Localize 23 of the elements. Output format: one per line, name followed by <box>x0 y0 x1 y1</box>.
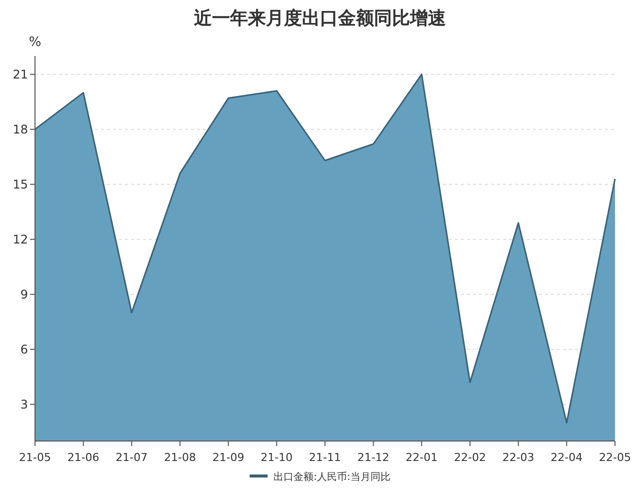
x-tick-label: 21-08 <box>164 451 196 464</box>
x-tick-label: 21-06 <box>67 451 100 464</box>
legend-label: 出口金额:人民币:当月同比 <box>274 471 390 483</box>
x-tick-label: 21-11 <box>309 451 341 464</box>
y-tick-label: 3 <box>20 397 28 412</box>
y-tick-label: 15 <box>12 177 28 192</box>
x-tick-label: 21-12 <box>357 451 390 464</box>
y-tick-label: 6 <box>20 342 28 356</box>
y-tick-label: 18 <box>12 122 28 136</box>
x-tick-label: 21-05 <box>19 451 51 464</box>
y-axis-title: % <box>28 35 42 50</box>
x-tick-label: 22-01 <box>406 451 438 464</box>
x-tick-label: 21-07 <box>116 451 148 464</box>
x-tick-label: 22-02 <box>454 451 486 464</box>
y-tick-label: 9 <box>20 287 28 302</box>
x-tick-label: 21-09 <box>212 451 244 464</box>
x-tick-label: 22-03 <box>502 451 534 464</box>
y-tick-label: 21 <box>12 67 28 82</box>
x-tick-label: 21-10 <box>260 451 293 464</box>
y-tick-label: 12 <box>12 232 28 246</box>
x-tick-label: 22-05 <box>599 451 631 464</box>
x-tick-label: 22-04 <box>550 451 583 464</box>
chart-title: 近一年来月度出口金额同比增速 <box>193 8 446 29</box>
